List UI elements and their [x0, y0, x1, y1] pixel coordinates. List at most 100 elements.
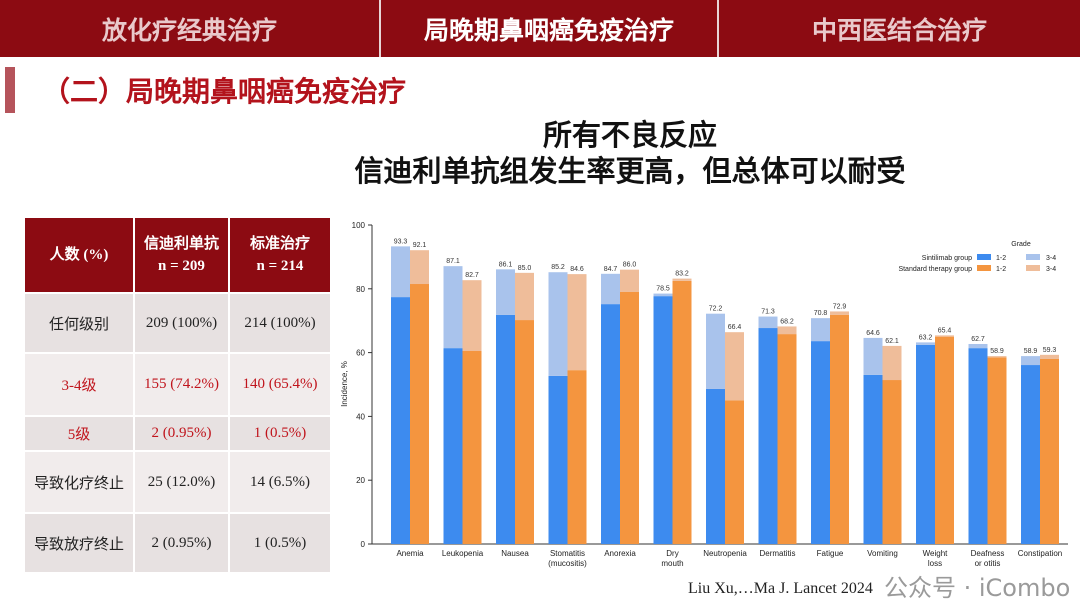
- x-tick-label: Nausea: [501, 549, 529, 558]
- cell-sintilimab: 2 (0.95%): [133, 512, 230, 574]
- bar-grade-1-2: [620, 291, 639, 544]
- header-sintilimab: 信迪利单抗 n = 209: [133, 216, 230, 294]
- header-sintilimab-n: n = 209: [158, 258, 205, 274]
- bar-grade-3-4: [706, 313, 725, 389]
- bar-grade-3-4: [830, 311, 849, 315]
- bar-grade-3-4: [777, 326, 797, 335]
- x-tick-label: Constipation: [1018, 549, 1062, 558]
- bar-grade-3-4: [882, 345, 902, 381]
- y-tick-label: 20: [356, 476, 365, 485]
- legend-grade: 3-4: [1046, 266, 1056, 273]
- bar-grade-3-4: [758, 316, 778, 329]
- table-row: 导致化疗终止 25 (12.0%) 14 (6.5%): [23, 450, 332, 514]
- x-tick-label: Anorexia: [604, 549, 636, 558]
- header-sintilimab-name: 信迪利单抗: [143, 236, 219, 252]
- legend-grade: 1-2: [996, 266, 1006, 273]
- bar-grade-1-2: [391, 297, 410, 544]
- data-label: 86.0: [623, 262, 637, 269]
- legend-title: Grade: [1011, 241, 1031, 248]
- bar-grade-3-4: [987, 356, 1007, 358]
- bar-grade-1-2: [811, 341, 830, 544]
- bar-grade-3-4: [916, 342, 935, 345]
- bar-grade-3-4: [620, 269, 639, 292]
- table-row: 任何级别 209 (100%) 214 (100%): [23, 292, 332, 354]
- data-label: 78.5: [656, 286, 670, 293]
- bar-grade-3-4: [863, 337, 883, 375]
- bar-grade-3-4: [567, 274, 587, 371]
- data-label: 64.6: [866, 330, 880, 337]
- data-label: 63.2: [919, 334, 933, 341]
- x-tick-label: Anemia: [396, 549, 424, 558]
- cell-standard: 14 (6.5%): [228, 450, 332, 514]
- bar-grade-1-2: [968, 348, 988, 544]
- bar-grade-1-2: [725, 400, 744, 544]
- data-label: 84.6: [570, 266, 584, 273]
- x-tick-label: Weight: [923, 549, 949, 558]
- y-tick-label: 100: [352, 221, 366, 230]
- bar-grade-1-2: [882, 380, 902, 544]
- y-axis-label: Incidence, %: [340, 361, 349, 407]
- row-label: 5级: [23, 415, 135, 452]
- bar-grade-1-2: [496, 314, 515, 544]
- bar-grade-1-2: [548, 375, 568, 544]
- data-label: 70.8: [814, 310, 828, 317]
- data-label: 84.7: [604, 266, 618, 273]
- bar-grade-3-4: [1021, 356, 1040, 366]
- bar-grade-1-2: [777, 334, 797, 544]
- tab-integrative-medicine[interactable]: 中西医结合治疗: [811, 15, 987, 45]
- top-nav: 放化疗经典治疗 局晚期鼻咽癌免疫治疗 中西医结合治疗: [0, 0, 1080, 57]
- bar-grade-1-2: [916, 344, 935, 544]
- bar-grade-3-4: [462, 280, 482, 352]
- y-tick-label: 80: [356, 285, 365, 294]
- bar-grade-3-4: [496, 269, 515, 315]
- x-tick-label: Vomiting: [867, 549, 898, 558]
- legend-swatch: [977, 254, 991, 260]
- bar-grade-3-4: [410, 250, 429, 285]
- bar-grade-1-2: [830, 314, 849, 544]
- headline-2: 信迪利单抗组发生率更高，但总体可以耐受: [354, 154, 906, 188]
- x-tick-label: Neutropenia: [703, 549, 747, 558]
- header-standard-n: n = 214: [256, 258, 304, 274]
- bar-grade-1-2: [758, 328, 778, 544]
- data-label: 62.1: [885, 338, 899, 345]
- section-title: （二）局晚期鼻咽癌免疫治疗: [42, 75, 407, 108]
- data-label: 65.4: [938, 327, 952, 334]
- y-tick-label: 0: [361, 540, 366, 549]
- bar-grade-3-4: [443, 266, 463, 349]
- cell-standard: 1 (0.5%): [228, 512, 332, 574]
- bar-grade-1-2: [443, 348, 463, 544]
- data-label: 58.9: [990, 348, 1004, 355]
- data-label: 83.2: [675, 271, 689, 278]
- legend-group: Standard therapy group: [898, 266, 972, 273]
- data-label: 93.3: [394, 238, 408, 245]
- data-label: 71.3: [761, 309, 775, 316]
- cell-sintilimab: 25 (12.0%): [133, 450, 230, 514]
- cell-standard: 214 (100%): [228, 292, 332, 354]
- citation: Liu Xu,…Ma J. Lancet 2024: [688, 580, 873, 597]
- tab-immunotherapy[interactable]: 局晚期鼻咽癌免疫治疗: [381, 0, 719, 57]
- row-label: 任何级别: [23, 292, 135, 354]
- bar-grade-1-2: [462, 351, 482, 544]
- header-standard-name: 标准治疗: [249, 236, 310, 252]
- bar-grade-3-4: [515, 272, 534, 321]
- bar-grade-3-4: [391, 246, 410, 298]
- row-label: 导致化疗终止: [23, 450, 135, 514]
- tab-chemoradiotherapy[interactable]: 放化疗经典治疗: [0, 0, 381, 57]
- cell-sintilimab: 209 (100%): [133, 292, 230, 354]
- bar-grade-3-4: [935, 335, 954, 337]
- data-label: 85.0: [518, 265, 532, 272]
- data-label: 59.3: [1043, 347, 1057, 354]
- row-label: 导致放疗终止: [23, 512, 135, 574]
- watermark: 公众号 · iCombo: [884, 574, 1071, 602]
- bar-grade-1-2: [653, 296, 673, 544]
- header-count: 人数 (%): [23, 216, 135, 294]
- x-tick-label: Fatigue: [817, 549, 844, 558]
- x-tick-label: Dry: [666, 549, 678, 558]
- table-row: 3-4级 155 (74.2%) 140 (65.4%): [23, 352, 332, 417]
- bar-grade-1-2: [567, 370, 587, 544]
- legend-group: Sintilimab group: [922, 255, 972, 262]
- headline-1: 所有不良反应: [542, 118, 717, 152]
- x-tick-label: or otitis: [975, 559, 1001, 568]
- data-label: 72.2: [709, 306, 723, 313]
